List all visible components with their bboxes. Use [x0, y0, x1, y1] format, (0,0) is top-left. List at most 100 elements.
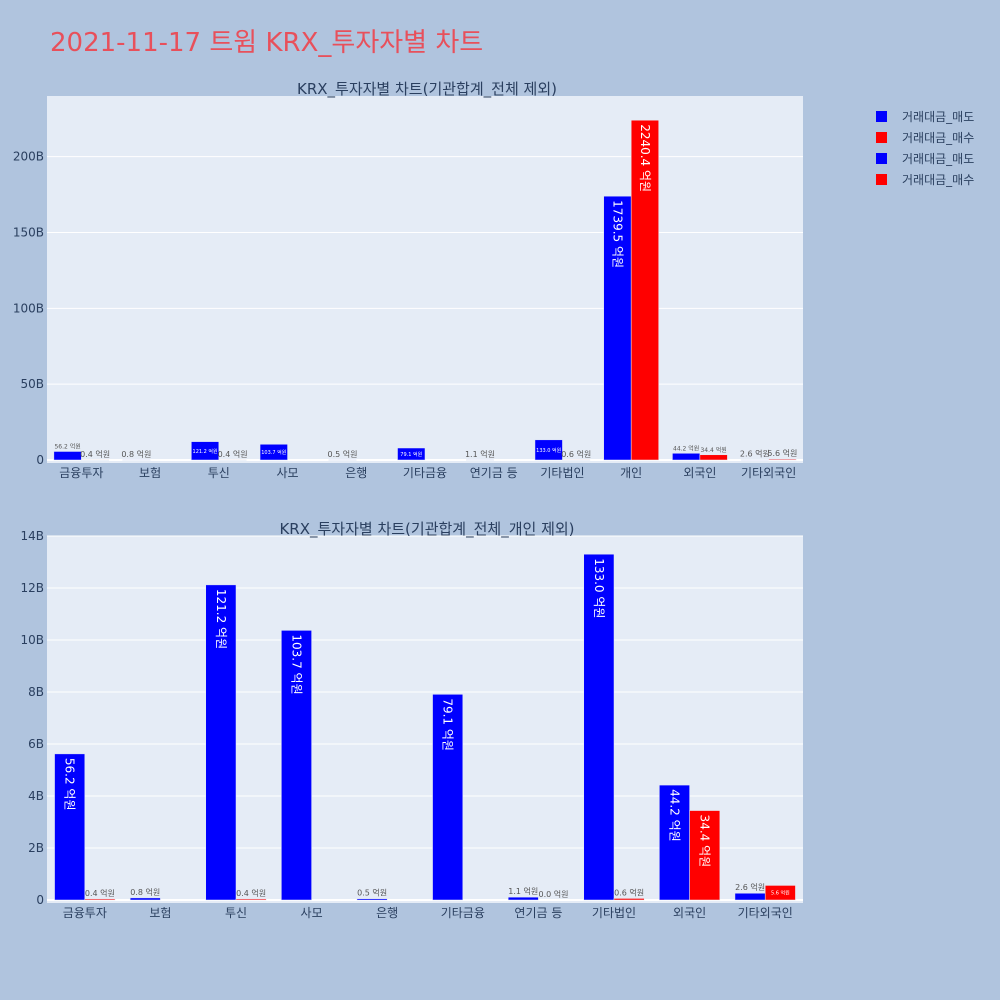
bar-buy[interactable]	[768, 458, 797, 461]
bar-value-label: 0.6 억원	[614, 887, 644, 897]
legend-swatch-sell	[876, 111, 887, 122]
y-tick-label: 10B	[20, 633, 44, 647]
bar-sell[interactable]	[281, 630, 312, 901]
x-tick-label: 기타법인	[592, 906, 636, 920]
bar-sell[interactable]	[672, 453, 701, 461]
legend-swatch-buy	[876, 174, 887, 185]
bar-value-label: 5.6 억원	[771, 890, 790, 897]
y-tick-label: 6B	[28, 737, 44, 751]
bar-value-label: 44.2 억원	[673, 444, 699, 452]
bar-buy[interactable]	[689, 810, 721, 901]
x-tick-label: 개인	[620, 466, 642, 480]
bar-value-label: 0.8 억원	[121, 449, 151, 459]
bar-value-label: 1739.5 억원	[610, 200, 624, 268]
bar-buy[interactable]	[562, 459, 591, 461]
bar-value-label: 0.5 억원	[328, 449, 358, 459]
chart-title: KRX_투자자별 차트(기관합계_전체 제외)	[297, 80, 557, 99]
chart-2: 0 2B 4B 6B 8B 10B 12B 14B KRX_투자자별 차트(기관합계_전체_개인…	[20, 520, 803, 920]
legend-swatch-sell	[876, 153, 887, 164]
y-tick-label: 8B	[28, 685, 44, 699]
bar-sell[interactable]	[583, 553, 615, 901]
bar-sell[interactable]	[397, 447, 426, 461]
x-tick-label: 외국인	[683, 466, 716, 480]
bar-sell[interactable]	[356, 898, 388, 901]
x-tick-label: 기타금융	[403, 466, 447, 480]
bar-sell[interactable]	[205, 584, 237, 901]
x-tick-label: 투신	[225, 906, 247, 920]
y-tick-label: 0	[36, 893, 44, 907]
x-tick-label: 보험	[139, 466, 161, 480]
bar-value-label: 34.4 억원	[698, 815, 712, 868]
bar-buy[interactable]	[613, 898, 645, 901]
bar-buy[interactable]	[764, 885, 796, 901]
bar-buy[interactable]	[235, 898, 267, 901]
legend-item[interactable]: 거래대금_매도	[876, 148, 974, 169]
bar-sell[interactable]	[53, 451, 82, 461]
y-tick-label: 100B	[13, 301, 44, 315]
x-tick-label: 외국인	[673, 906, 706, 920]
bar-sell[interactable]	[122, 459, 151, 461]
legend-label: 거래대금_매도	[902, 152, 975, 166]
bar-sell[interactable]	[54, 753, 86, 901]
legend-item[interactable]: 거래대금_매수	[876, 169, 974, 190]
bar-sell[interactable]	[734, 892, 766, 901]
bar-buy[interactable]	[81, 459, 110, 461]
bar-value-label: 0.4 억원	[85, 888, 115, 898]
bar-value-label: 0.5 억원	[357, 888, 387, 898]
bar-buy[interactable]	[84, 898, 116, 901]
bar-sell[interactable]	[507, 896, 539, 901]
bar-sell[interactable]	[465, 459, 494, 461]
bar-sell[interactable]	[740, 459, 769, 461]
bar-sell[interactable]	[191, 441, 220, 461]
bar-buy[interactable]	[218, 459, 247, 461]
legend-item[interactable]: 거래대금_매도	[876, 106, 974, 127]
bar-value-label: 56.2 억원	[63, 758, 77, 811]
bar-sell[interactable]	[432, 694, 464, 901]
bar-value-label: 121.2 억원	[214, 589, 228, 649]
bar-value-label: 0.8 억원	[130, 887, 160, 897]
bar-value-label: 1.1 억원	[508, 886, 538, 896]
bar-value-label: 103.7 억원	[261, 449, 287, 456]
bar-value-label: 0.0 억원	[539, 889, 569, 899]
bar-value-label: 103.7 억원	[289, 634, 303, 694]
bar-sell[interactable]	[129, 897, 161, 901]
legend: 거래대금_매도 거래대금_매수 거래대금_매도 거래대금_매수	[876, 106, 974, 190]
x-tick-label: 기타금융	[441, 906, 485, 920]
bar-value-label: 0.4 억원	[236, 888, 266, 898]
bar-value-label: 34.4 억원	[700, 446, 726, 454]
bar-value-label: 2240.4 억원	[638, 124, 652, 192]
bar-sell[interactable]	[328, 459, 357, 461]
x-tick-label: 연기금 등	[470, 466, 518, 480]
bar-sell[interactable]	[659, 784, 690, 901]
x-tick-label: 기타외국인	[741, 466, 796, 480]
plot-area	[47, 96, 803, 463]
bar-value-label: 0.4 억원	[80, 449, 110, 459]
x-tick-label: 기타법인	[540, 466, 584, 480]
x-tick-label: 사모	[276, 466, 298, 480]
x-tick-label: 은행	[376, 905, 398, 920]
bar-value-label: 133.0 억원	[592, 558, 606, 618]
bar-buy[interactable]	[699, 454, 728, 461]
bar-sell[interactable]	[259, 444, 288, 461]
bar-value-label: 5.6 억원	[767, 448, 797, 458]
bar-value-label: 1.1 억원	[465, 449, 495, 459]
x-tick-label: 보험	[149, 906, 171, 920]
bar-value-label: 44.2 억원	[667, 789, 681, 842]
bar-sell[interactable]	[603, 195, 632, 461]
y-tick-label: 50B	[20, 377, 44, 391]
x-tick-label: 사모	[301, 906, 323, 920]
y-tick-label: 14B	[20, 529, 44, 543]
bar-sell[interactable]	[534, 439, 563, 461]
x-tick-label: 금융투자	[59, 466, 103, 480]
legend-item[interactable]: 거래대금_매수	[876, 127, 974, 148]
x-tick-label: 은행	[345, 465, 367, 480]
legend-label: 거래대금_매도	[902, 110, 975, 124]
x-tick-label: 투신	[208, 466, 230, 480]
legend-label: 거래대금_매수	[902, 173, 975, 187]
y-tick-label: 0	[36, 453, 44, 467]
y-tick-label: 200B	[13, 150, 44, 164]
y-tick-label: 150B	[13, 226, 44, 240]
legend-label: 거래대금_매수	[902, 131, 975, 145]
bar-buy[interactable]	[630, 119, 659, 461]
